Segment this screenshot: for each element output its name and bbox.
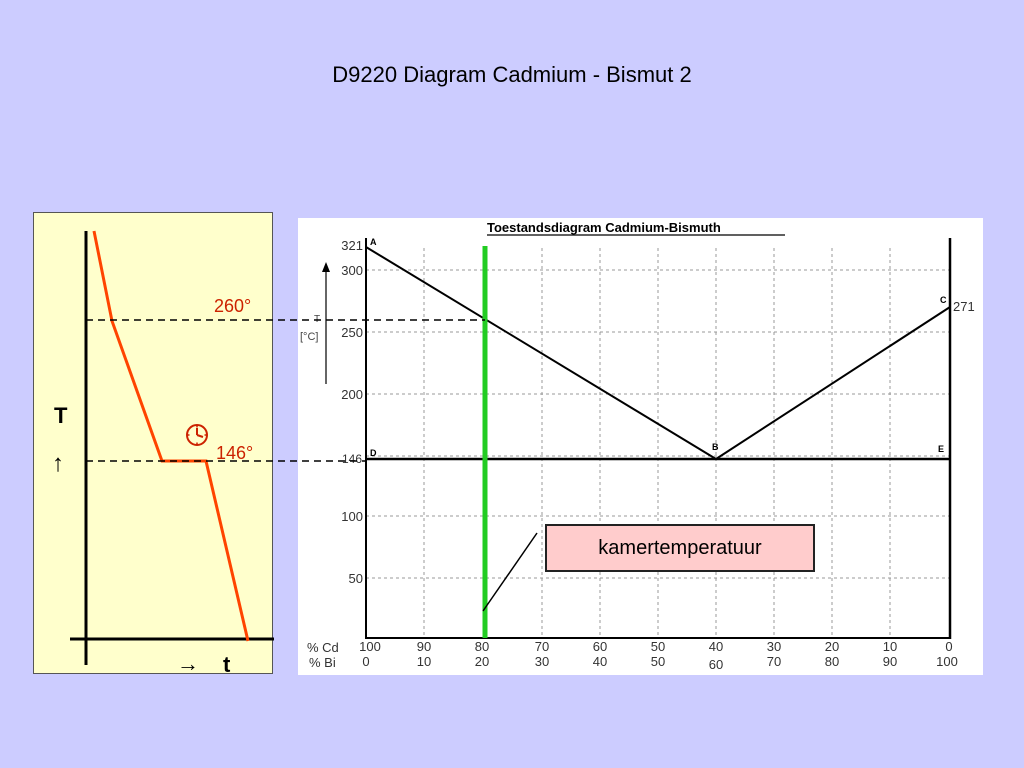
phase-diagram-panel: Toestandsdiagram Cadmium-Bismuth <box>298 218 983 675</box>
bi-tick: 70 <box>767 654 781 669</box>
bi-axis-label: % Bi <box>309 655 336 670</box>
y-tick-50: 50 <box>349 571 363 586</box>
y-tick-300: 300 <box>341 263 363 278</box>
phase-diagram: Toestandsdiagram Cadmium-Bismuth <box>300 220 975 672</box>
point-b-label: B <box>712 442 719 452</box>
cd-tick: 20 <box>825 639 839 654</box>
cd-tick: 80 <box>475 639 489 654</box>
bi-tick: 50 <box>651 654 665 669</box>
y-tick-250: 250 <box>341 325 363 340</box>
bi-tick: 90 <box>883 654 897 669</box>
y-tick-321: 321 <box>341 238 363 253</box>
temperature-label-146: 146° <box>216 443 253 463</box>
point-c-label: C <box>940 295 947 305</box>
cooling-curve-line <box>92 230 250 642</box>
point-d-label: D <box>370 448 377 458</box>
temperature-arrow-head <box>322 262 330 272</box>
cd-tick: 10 <box>883 639 897 654</box>
liquidus-line-ab <box>365 246 717 460</box>
cd-tick: 30 <box>767 639 781 654</box>
right-arrow-icon: → <box>177 651 199 675</box>
y-tick-146: 146 <box>342 452 362 466</box>
up-arrow-icon: ↑ <box>52 450 64 477</box>
point-e-label: E <box>938 444 944 454</box>
phase-diagram-title: Toestandsdiagram Cadmium-Bismuth <box>487 220 721 235</box>
cooling-curve-chart: T ↑ → t 260° 146° <box>52 230 274 675</box>
slide-title: D9220 Diagram Cadmium - Bismut 2 <box>332 62 692 87</box>
right-value-271: 271 <box>953 299 975 314</box>
bi-tick: 40 <box>593 654 607 669</box>
cd-tick: 50 <box>651 639 665 654</box>
bi-tick: 10 <box>417 654 431 669</box>
point-a-label: A <box>370 237 377 247</box>
bi-tick: 100 <box>936 654 958 669</box>
cd-axis-label: % Cd <box>307 640 339 655</box>
cd-tick: 100 <box>359 639 381 654</box>
bi-tick: 30 <box>535 654 549 669</box>
t-axis-label: T <box>54 403 68 428</box>
bi-tick: 60 <box>709 657 723 672</box>
clock-icon <box>186 424 208 446</box>
bi-tick: 20 <box>475 654 489 669</box>
cd-tick: 60 <box>593 639 607 654</box>
time-axis-label: t <box>223 652 231 675</box>
cd-tick: 90 <box>417 639 431 654</box>
liquidus-line-bc <box>715 306 951 460</box>
temperature-axis-unit: [°C] <box>300 331 318 343</box>
cd-tick: 40 <box>709 639 723 654</box>
grid-lines <box>366 248 950 638</box>
kamertemperatuur-callout: kamertemperatuur <box>545 524 815 572</box>
cd-tick: 70 <box>535 639 549 654</box>
y-tick-200: 200 <box>341 387 363 402</box>
bi-tick: 0 <box>362 654 369 669</box>
y-tick-100: 100 <box>341 509 363 524</box>
temperature-label-260: 260° <box>214 296 251 316</box>
bi-tick: 80 <box>825 654 839 669</box>
cooling-curve-panel: T ↑ → t 260° 146° <box>33 212 274 675</box>
temperature-axis-label: T <box>314 314 320 325</box>
cd-tick: 0 <box>945 639 952 654</box>
